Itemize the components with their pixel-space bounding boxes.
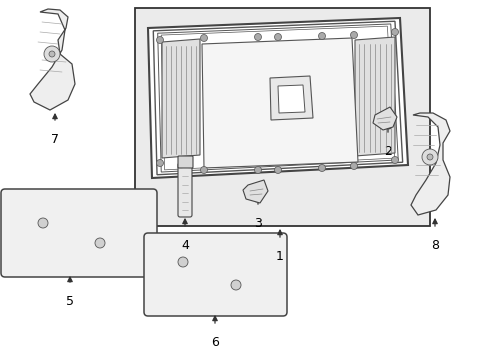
Text: 3: 3 xyxy=(254,217,262,230)
Circle shape xyxy=(200,35,207,41)
Text: 2: 2 xyxy=(383,145,391,158)
Circle shape xyxy=(274,166,281,174)
FancyBboxPatch shape xyxy=(178,163,192,217)
Text: 6: 6 xyxy=(211,336,219,349)
Circle shape xyxy=(350,162,357,170)
Circle shape xyxy=(38,218,48,228)
Circle shape xyxy=(318,32,325,40)
Polygon shape xyxy=(30,9,75,110)
Text: 8: 8 xyxy=(430,239,438,252)
Circle shape xyxy=(95,238,105,248)
Polygon shape xyxy=(410,113,449,215)
Circle shape xyxy=(200,166,207,174)
FancyBboxPatch shape xyxy=(178,156,193,168)
Circle shape xyxy=(156,159,163,166)
FancyBboxPatch shape xyxy=(1,189,157,277)
Text: 5: 5 xyxy=(66,295,74,308)
Circle shape xyxy=(230,280,241,290)
FancyBboxPatch shape xyxy=(143,233,286,316)
Polygon shape xyxy=(202,38,357,168)
Polygon shape xyxy=(372,107,396,130)
Circle shape xyxy=(318,165,325,171)
Circle shape xyxy=(178,257,187,267)
Polygon shape xyxy=(278,85,305,113)
Polygon shape xyxy=(269,76,312,120)
Circle shape xyxy=(426,154,432,160)
Text: 7: 7 xyxy=(51,133,59,146)
Polygon shape xyxy=(354,37,394,156)
Polygon shape xyxy=(148,18,407,178)
Circle shape xyxy=(391,157,398,163)
Circle shape xyxy=(274,33,281,41)
Polygon shape xyxy=(243,180,267,203)
Circle shape xyxy=(254,33,261,41)
Polygon shape xyxy=(162,39,200,158)
Circle shape xyxy=(350,32,357,39)
Circle shape xyxy=(49,51,55,57)
Circle shape xyxy=(421,149,437,165)
Bar xyxy=(135,8,429,226)
Circle shape xyxy=(156,36,163,44)
Text: 1: 1 xyxy=(276,250,284,263)
Circle shape xyxy=(254,166,261,174)
Circle shape xyxy=(391,28,398,36)
Text: 4: 4 xyxy=(181,239,188,252)
Circle shape xyxy=(44,46,60,62)
